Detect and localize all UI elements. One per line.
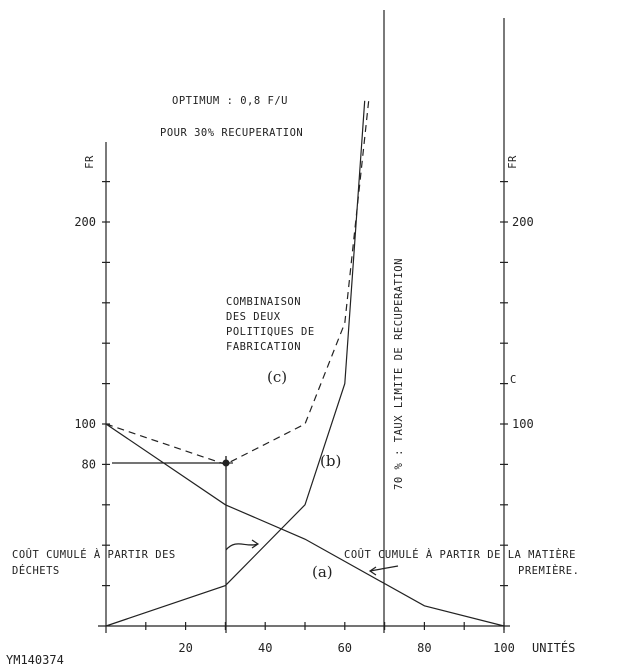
combinaison-line4: FABRICATION [226, 341, 301, 353]
series-line-a [105, 423, 505, 627]
cout-matiere-line2: PREMIÈRE. [518, 564, 579, 577]
cout-dechets-line2: DÉCHETS [12, 564, 60, 577]
combinaison-line1: COMBINAISON [226, 296, 301, 308]
x-unit-label: UNITÉS [532, 640, 575, 655]
right-y-axis-label: FR [507, 155, 519, 169]
limit-label: 70 % : TAUX LIMITE DE RECUPERATION [393, 258, 405, 490]
series-layer [105, 100, 505, 627]
series-label-a: (a) [312, 563, 333, 581]
cout-dechets-arrow [225, 539, 260, 551]
footer-id: YM140374 [6, 653, 64, 667]
x-tick-label: 20 [178, 641, 192, 655]
x-tick-label: 40 [258, 641, 272, 655]
right-y-tick-label: 100 [512, 417, 534, 431]
left-y-tick-label: 80 [82, 457, 96, 471]
x-tick-label: 60 [338, 641, 352, 655]
right-y-ticks: 200 100 [500, 181, 534, 587]
left-y-ticks: 200 100 80 [74, 181, 110, 587]
right-y-tick-label: 200 [512, 215, 534, 229]
cout-matiere-arrow [368, 565, 399, 576]
combinaison-line3: POLITIQUES DE [226, 326, 315, 338]
x-ticks: 20 40 60 80 100 [145, 622, 515, 655]
right-c-label: C [510, 374, 517, 386]
cout-dechets-line1: COÛT CUMULÉ À PARTIR DES [12, 548, 176, 561]
series-label-c: (c) [267, 368, 287, 386]
left-y-tick-label: 200 [74, 215, 96, 229]
series-line-c [105, 100, 370, 466]
series-line-b [105, 100, 366, 627]
optimum-text-line2: POUR 30% RECUPERATION [160, 127, 303, 139]
left-y-axis-label: FR [84, 155, 96, 169]
x-tick-label: 100 [493, 641, 515, 655]
cout-matiere-line1: COÛT CUMULÉ À PARTIR DE LA MATIÈRE [344, 548, 576, 561]
combinaison-line2: DES DEUX [226, 311, 281, 323]
left-y-tick-label: 100 [74, 417, 96, 431]
x-tick-label: 80 [417, 641, 431, 655]
optimum-marker [219, 456, 233, 470]
optimum-text-line1: OPTIMUM : 0,8 F/U [172, 95, 288, 107]
series-label-b: (b) [320, 452, 341, 470]
